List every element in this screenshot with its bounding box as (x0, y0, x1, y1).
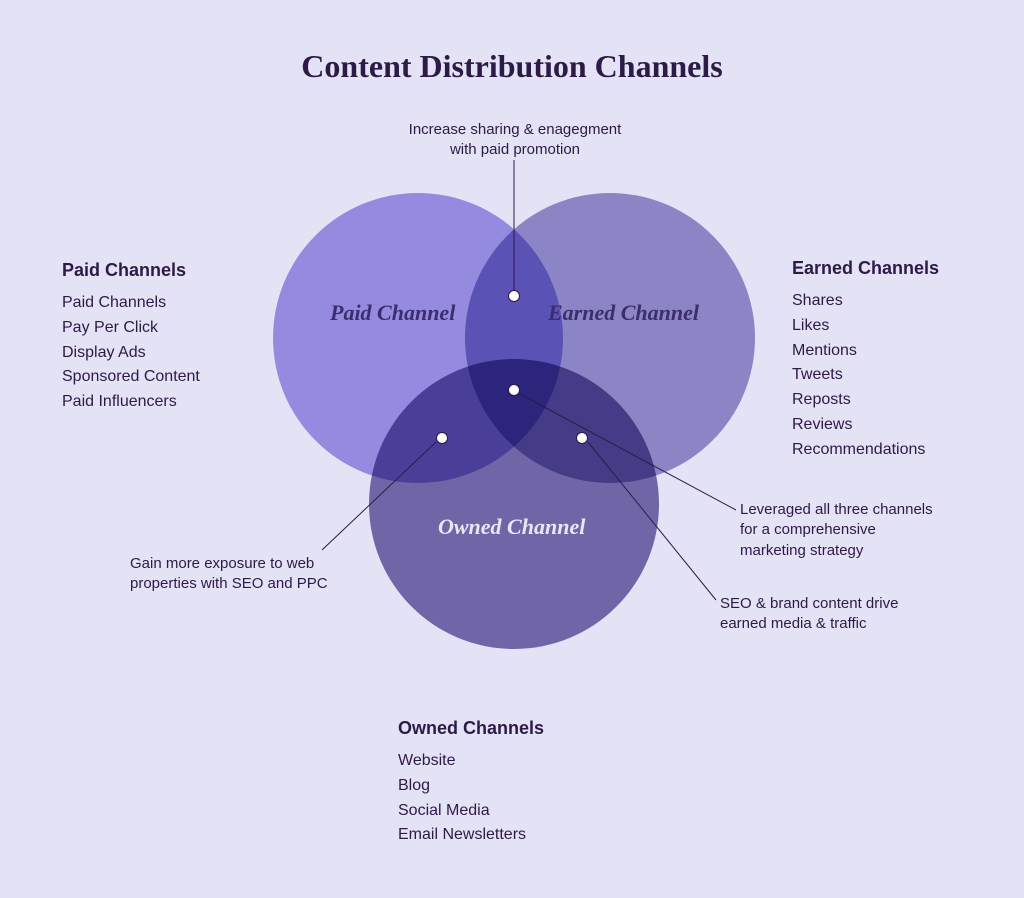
list-paid-heading: Paid Channels (62, 260, 200, 281)
annotation-right-upper-line3: marketing strategy (740, 541, 933, 561)
annotation-right-upper-line1: Leveraged all three channels (740, 500, 933, 520)
list-earned-item: Likes (792, 314, 939, 339)
annotation-top-line2: with paid promotion (370, 140, 660, 160)
list-owned-item: Website (398, 749, 544, 774)
annotation-right-upper: Leveraged all three channels for a compr… (740, 500, 933, 561)
annotation-right-lower: SEO & brand content drive earned media &… (720, 594, 898, 635)
list-earned: Earned Channels Shares Likes Mentions Tw… (792, 258, 939, 463)
list-owned-heading: Owned Channels (398, 718, 544, 739)
annotation-right-lower-line2: earned media & traffic (720, 614, 898, 634)
annotation-top-line1: Increase sharing & enagegment (370, 120, 660, 140)
list-owned: Owned Channels Website Blog Social Media… (398, 718, 544, 848)
list-paid-item: Paid Influencers (62, 390, 200, 415)
list-earned-item: Reviews (792, 413, 939, 438)
list-paid-item: Sponsored Content (62, 365, 200, 390)
list-paid-item: Pay Per Click (62, 316, 200, 341)
list-earned-item: Shares (792, 289, 939, 314)
list-earned-item: Reposts (792, 388, 939, 413)
annotation-right-lower-line1: SEO & brand content drive (720, 594, 898, 614)
list-owned-item: Email Newsletters (398, 823, 544, 848)
list-paid-item: Display Ads (62, 341, 200, 366)
list-earned-item: Recommendations (792, 438, 939, 463)
dot-paid-owned (436, 432, 448, 444)
list-paid: Paid Channels Paid Channels Pay Per Clic… (62, 260, 200, 415)
venn-circle-owned (369, 359, 659, 649)
diagram-title: Content Distribution Channels (0, 48, 1024, 85)
annotation-left: Gain more exposure to web properties wit… (130, 554, 328, 595)
annotation-left-line2: properties with SEO and PPC (130, 574, 328, 594)
list-owned-item: Blog (398, 774, 544, 799)
annotation-left-line1: Gain more exposure to web (130, 554, 328, 574)
dot-center (508, 384, 520, 396)
annotation-right-upper-line2: for a comprehensive (740, 520, 933, 540)
dot-paid-earned (508, 290, 520, 302)
annotation-top: Increase sharing & enagegment with paid … (370, 120, 660, 161)
dot-earned-owned (576, 432, 588, 444)
list-owned-item: Social Media (398, 799, 544, 824)
list-earned-item: Tweets (792, 363, 939, 388)
list-earned-item: Mentions (792, 339, 939, 364)
list-paid-item: Paid Channels (62, 291, 200, 316)
list-earned-heading: Earned Channels (792, 258, 939, 279)
